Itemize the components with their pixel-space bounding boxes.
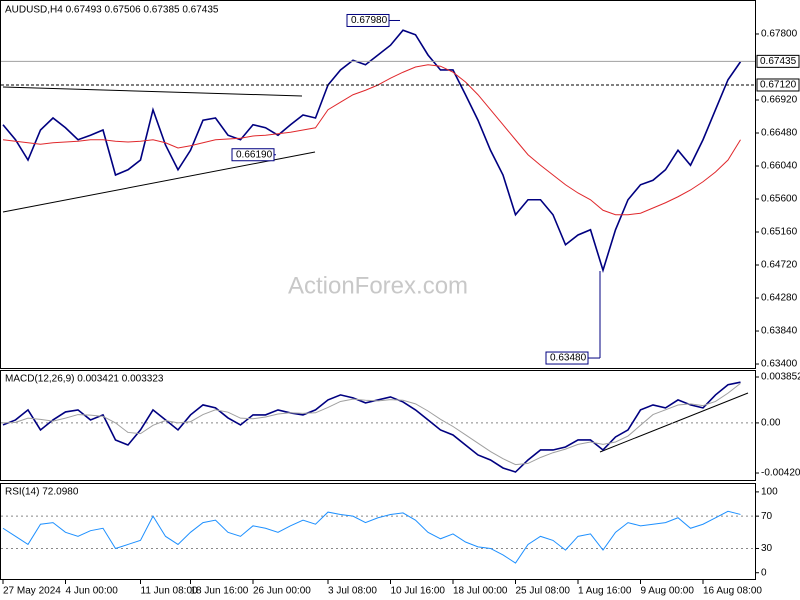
y-tick-label: 0.63840 xyxy=(761,326,798,337)
y-tick-label: 0.64720 xyxy=(761,260,798,271)
y-tick-label: 0.00 xyxy=(761,418,781,429)
x-tick-label: 10 Jul 16:00 xyxy=(391,586,446,597)
annotation-box xyxy=(545,351,589,365)
y-tick-label: 0.65600 xyxy=(761,194,798,205)
series-line xyxy=(2,29,742,273)
macd-title: MACD(12,26,9) 0.003421 0.003323 xyxy=(5,374,164,385)
y-tick-label: 70 xyxy=(761,511,773,522)
trendline xyxy=(2,86,303,97)
x-tick-label: 18 Jun 16:00 xyxy=(191,586,249,597)
y-tick-label: 0 xyxy=(761,567,767,578)
price-label: 0.67120 xyxy=(760,80,797,91)
y-tick-label: 0.66040 xyxy=(761,161,798,172)
annotation-label: 0.66190 xyxy=(236,149,273,160)
y-tick-label: 0.65160 xyxy=(761,227,798,238)
annotation-box xyxy=(231,148,275,162)
price-label: 0.67435 xyxy=(760,56,797,67)
x-tick-label: 27 May 2024 xyxy=(3,586,61,597)
y-tick-label: 30 xyxy=(761,543,773,554)
x-tick-label: 4 Jun 00:00 xyxy=(66,586,119,597)
y-tick-label: 0.67800 xyxy=(761,29,798,40)
rsi-panel xyxy=(0,483,756,580)
trendline xyxy=(599,392,749,453)
x-tick-label: 16 Aug 08:00 xyxy=(703,586,762,597)
y-tick-label: 0.003852 xyxy=(761,372,800,383)
y-tick-label: 0.64280 xyxy=(761,293,798,304)
price-title: AUDUSD,H4 0.67493 0.67506 0.67385 0.6743… xyxy=(5,5,219,16)
y-tick-label: -0.004204 xyxy=(761,468,800,479)
macd-panel xyxy=(0,370,756,481)
x-tick-label: 26 Jun 00:00 xyxy=(253,586,311,597)
y-tick-label: 100 xyxy=(761,487,778,498)
watermark: ActionForex.com xyxy=(288,272,468,299)
y-tick-label: 0.63400 xyxy=(761,359,798,370)
price-label-box xyxy=(756,78,800,92)
series-line xyxy=(2,64,741,216)
annotation-label: 0.67980 xyxy=(351,15,388,26)
price-panel xyxy=(0,0,756,369)
x-tick-label: 1 Aug 16:00 xyxy=(578,586,632,597)
annotation-box xyxy=(346,13,390,27)
series-line xyxy=(2,382,741,466)
series-line xyxy=(2,510,741,564)
annotation-label: 0.63480 xyxy=(550,353,587,364)
y-tick-label: 0.66480 xyxy=(761,128,798,139)
x-tick-label: 25 Jul 08:00 xyxy=(516,586,571,597)
x-tick-label: 9 Aug 00:00 xyxy=(641,586,695,597)
y-tick-label: 0.66920 xyxy=(761,95,798,106)
series-line xyxy=(2,381,741,473)
x-tick-label: 18 Jul 00:00 xyxy=(453,586,508,597)
price-label-box xyxy=(756,54,800,68)
x-tick-label: 3 Jul 08:00 xyxy=(328,586,377,597)
trendline xyxy=(2,151,316,213)
rsi-title: RSI(14) 72.0980 xyxy=(5,487,79,498)
x-tick-label: 11 Jun 08:00 xyxy=(141,586,199,597)
